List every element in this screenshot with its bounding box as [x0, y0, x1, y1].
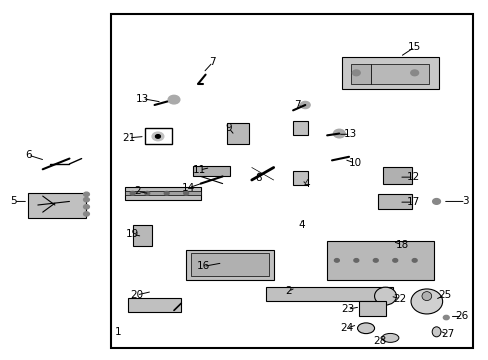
- Bar: [326, 241, 433, 280]
- Circle shape: [300, 102, 309, 109]
- Text: 6: 6: [25, 150, 31, 160]
- Circle shape: [164, 192, 169, 195]
- Bar: [227, 123, 249, 144]
- Text: 25: 25: [437, 290, 450, 300]
- Circle shape: [352, 70, 360, 76]
- Circle shape: [152, 132, 163, 141]
- Text: 13: 13: [343, 129, 356, 139]
- Circle shape: [334, 258, 339, 262]
- Circle shape: [168, 95, 180, 104]
- Text: 15: 15: [407, 42, 421, 52]
- Circle shape: [372, 258, 377, 262]
- Circle shape: [183, 192, 188, 195]
- Bar: [111, 14, 472, 348]
- Text: 26: 26: [455, 311, 468, 321]
- Bar: [132, 225, 152, 246]
- Text: 8: 8: [254, 173, 261, 183]
- Circle shape: [432, 199, 440, 204]
- Text: 28: 28: [372, 337, 386, 346]
- Text: 17: 17: [406, 197, 420, 207]
- Ellipse shape: [421, 292, 431, 301]
- Text: 13: 13: [136, 94, 149, 104]
- Bar: [292, 121, 307, 135]
- Text: 16: 16: [196, 261, 209, 271]
- Text: 3: 3: [462, 197, 468, 206]
- Text: 2: 2: [285, 287, 291, 296]
- Ellipse shape: [381, 333, 398, 342]
- Circle shape: [130, 192, 135, 195]
- Bar: [186, 249, 273, 280]
- Circle shape: [411, 258, 416, 262]
- Circle shape: [392, 258, 397, 262]
- Text: 10: 10: [348, 158, 361, 168]
- Bar: [341, 57, 438, 89]
- Circle shape: [353, 258, 358, 262]
- Text: 27: 27: [440, 329, 453, 339]
- Text: 11: 11: [193, 165, 206, 175]
- Text: 14: 14: [182, 183, 195, 193]
- Ellipse shape: [410, 289, 442, 314]
- Circle shape: [83, 198, 89, 202]
- Text: 22: 22: [393, 294, 406, 303]
- Circle shape: [144, 192, 149, 195]
- Text: 7: 7: [293, 100, 300, 110]
- Text: 4: 4: [303, 179, 309, 189]
- Circle shape: [410, 70, 418, 76]
- Bar: [125, 191, 201, 195]
- Bar: [28, 193, 86, 217]
- Circle shape: [155, 135, 160, 138]
- Text: 21: 21: [122, 133, 135, 143]
- Bar: [377, 194, 411, 208]
- Text: 5: 5: [10, 197, 17, 206]
- Bar: [193, 166, 229, 176]
- Bar: [292, 171, 307, 185]
- Text: 7: 7: [209, 57, 216, 67]
- Circle shape: [443, 315, 448, 320]
- Bar: [127, 298, 181, 312]
- Circle shape: [83, 204, 89, 209]
- Bar: [370, 64, 428, 84]
- Text: 1: 1: [115, 327, 121, 337]
- Text: 12: 12: [406, 172, 420, 182]
- Text: 9: 9: [225, 123, 232, 133]
- Circle shape: [83, 212, 89, 216]
- Text: 18: 18: [395, 240, 408, 250]
- Bar: [382, 167, 411, 184]
- Bar: [266, 287, 392, 301]
- Circle shape: [83, 192, 89, 197]
- Text: 23: 23: [340, 304, 353, 314]
- Bar: [351, 64, 370, 84]
- Text: 20: 20: [130, 290, 143, 300]
- Text: 24: 24: [339, 323, 352, 333]
- Text: 2: 2: [134, 186, 141, 197]
- Text: 19: 19: [126, 229, 139, 239]
- Ellipse shape: [374, 287, 396, 305]
- Ellipse shape: [431, 327, 440, 337]
- Bar: [144, 128, 171, 144]
- Circle shape: [333, 129, 345, 138]
- Ellipse shape: [357, 323, 374, 334]
- Text: 4: 4: [298, 220, 305, 230]
- Bar: [191, 253, 268, 276]
- Bar: [125, 187, 201, 200]
- Bar: [358, 301, 385, 316]
